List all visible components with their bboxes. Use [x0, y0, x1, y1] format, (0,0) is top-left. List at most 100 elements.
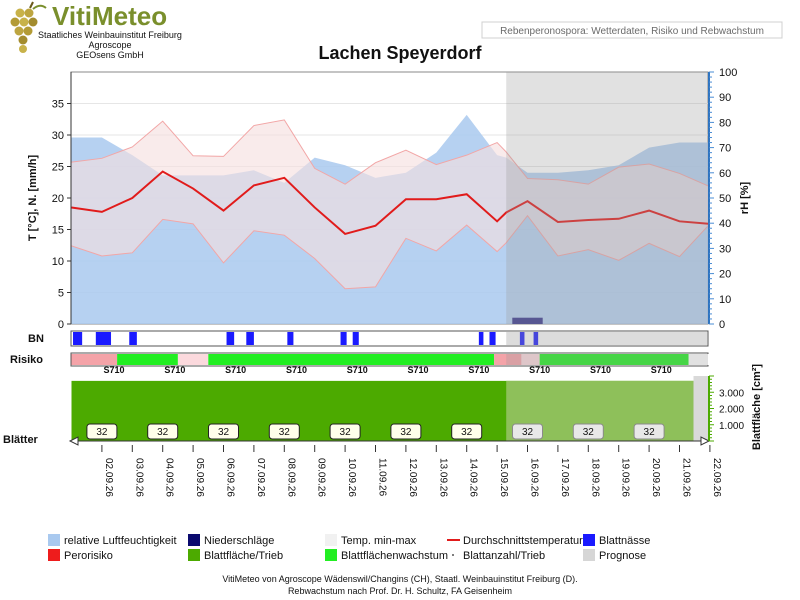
risk-segment: [688, 354, 710, 365]
leaf-count-box: [390, 423, 422, 440]
leaf-count-box: [451, 423, 483, 440]
date-label: 08.09.26: [285, 458, 296, 497]
right-tick-label: 100: [719, 67, 737, 79]
left-tick-label: 5: [58, 288, 64, 300]
precipitation-bar: [512, 317, 543, 324]
risk-row-label: Risiko: [10, 354, 43, 366]
leaf-tick-label: 2.000: [719, 405, 744, 416]
avg-temp-line: [71, 170, 710, 236]
leaf-count-label: 32: [522, 427, 534, 438]
left-axis-label: T [°C], N. [mm/h]: [27, 155, 39, 242]
right-tick-label: 40: [719, 218, 731, 230]
footer-line-1: VitiMeteo von Agroscope Wädenswil/Changi…: [222, 574, 577, 584]
leaf-wetness-row: [73, 332, 708, 345]
chart-title: Lachen Speyerdorf: [318, 43, 482, 63]
stage-label: S710: [408, 365, 429, 375]
legend-label: Niederschläge: [204, 535, 274, 547]
left-tick-label: 15: [52, 225, 64, 237]
right-tick-label: 70: [719, 143, 731, 155]
leaf-area-axis-label: Blattfläche [cm²]: [751, 364, 763, 451]
brand-line-agroscope: Agroscope: [88, 40, 131, 50]
date-label: 21.09.26: [681, 458, 692, 497]
right-tick-label: 0: [719, 319, 725, 331]
date-label: 16.09.26: [529, 458, 540, 497]
legend-label: relative Luftfeuchtigkeit: [64, 535, 177, 547]
leaf-count-label: 32: [400, 427, 412, 438]
left-tick-label: 10: [52, 256, 64, 268]
left-tick-label: 25: [52, 162, 64, 174]
legend-label: Blattflächenwachstum: [341, 550, 448, 562]
leaf-count-box: [329, 423, 361, 440]
legend-swatch: [188, 534, 200, 546]
date-axis: 02.09.26 03.09.26 04.09.26 05.09.26 06.09.26…: [101, 445, 722, 497]
leaf-wetness-bar: [95, 332, 112, 345]
subtitle: Rebenperonospora: Wetterdaten, Risiko un…: [500, 26, 764, 37]
footer-line-2: Rebwachstum nach Prof. Dr. H. Schultz, F…: [288, 586, 512, 596]
leaf-wetness-bar: [246, 332, 254, 345]
legend-label: Blattfläche/Trieb: [204, 550, 283, 562]
legend-label: Blattnässe: [599, 535, 650, 547]
grape-logo-icon: [10, 1, 47, 53]
right-tick-label: 90: [719, 92, 731, 104]
legend-label: Temp. min-max: [341, 535, 417, 547]
leaf-count-label: 32: [340, 427, 352, 438]
leaf-wetness-bar: [129, 332, 137, 345]
right-tick-label: 30: [719, 243, 731, 255]
legend: relative Luftfeuchtigkeit Niederschläge Te…: [48, 534, 650, 562]
stage-label: S710: [104, 365, 125, 375]
brand-logo: VitiMeteo Staatliches Weinbauinstitut Fr…: [10, 1, 182, 60]
leaf-wetness-bar: [533, 332, 539, 345]
leaf-count-label: 32: [157, 427, 169, 438]
date-label: 09.09.26: [316, 458, 327, 497]
leaf-count-box: [633, 423, 665, 440]
date-label: 03.09.26: [133, 458, 144, 497]
left-axis: 0 5 10 15 20 25 30 35: [52, 72, 72, 331]
date-label: 11.09.26: [377, 458, 388, 497]
bn-forecast-overlay: [506, 332, 708, 345]
risk-segment: [117, 354, 178, 365]
date-label: 04.09.26: [164, 458, 175, 497]
stage-label: S710: [590, 365, 611, 375]
stage-label: S710: [225, 365, 246, 375]
main-plot: [71, 72, 711, 324]
risk-forecast-overlay: [506, 354, 708, 365]
date-label: 14.09.26: [468, 458, 479, 497]
date-label: 17.09.26: [559, 458, 570, 497]
temp-max-line: [71, 119, 711, 188]
legend-label: Blattanzahl/Trieb: [463, 550, 545, 562]
stage-label: S710: [164, 365, 185, 375]
right-axis-label: rH [%]: [739, 181, 751, 214]
date-label: 07.09.26: [255, 458, 266, 497]
left-tick-label: 20: [52, 193, 64, 205]
leaf-wetness-bar: [340, 332, 347, 345]
leaf-tick-label: 3.000: [719, 388, 744, 399]
leaf-count-label: 32: [644, 427, 656, 438]
leaf-count-box: [147, 423, 179, 440]
risk-segment: [494, 354, 522, 365]
stage-label: S710: [651, 365, 672, 375]
right-tick-label: 80: [719, 117, 731, 129]
risk-segment: [521, 354, 540, 365]
leaf-wetness-bar: [73, 332, 83, 345]
growth-plot: S710 S710 S710 S710 S710 S710 S710 S710 S710 S710…: [68, 365, 711, 446]
stage-label: S710: [286, 365, 307, 375]
leaf-wetness-bar: [287, 332, 294, 345]
right-axis: 0 10 20 30 40 50 60 70 80 90 100: [708, 67, 737, 331]
date-label: 10.09.26: [346, 458, 357, 497]
leaf-wetness-bar: [478, 332, 484, 345]
left-tick-label: 30: [52, 130, 64, 142]
date-label: 18.09.26: [589, 458, 600, 497]
date-label: 06.09.26: [225, 458, 236, 497]
leaf-wetness-bar: [519, 332, 525, 345]
leaf-wetness-bar: [352, 332, 359, 345]
stage-label: S710: [529, 365, 550, 375]
date-label: 20.09.26: [650, 458, 661, 497]
right-tick-label: 60: [719, 168, 731, 180]
date-label: 22.09.26: [711, 458, 722, 497]
legend-label: Prognose: [599, 550, 646, 562]
risk-segment: [539, 354, 689, 365]
brand-title: VitiMeteo: [52, 1, 167, 31]
temp-min-line: [71, 214, 711, 290]
date-label: 13.09.26: [437, 458, 448, 497]
